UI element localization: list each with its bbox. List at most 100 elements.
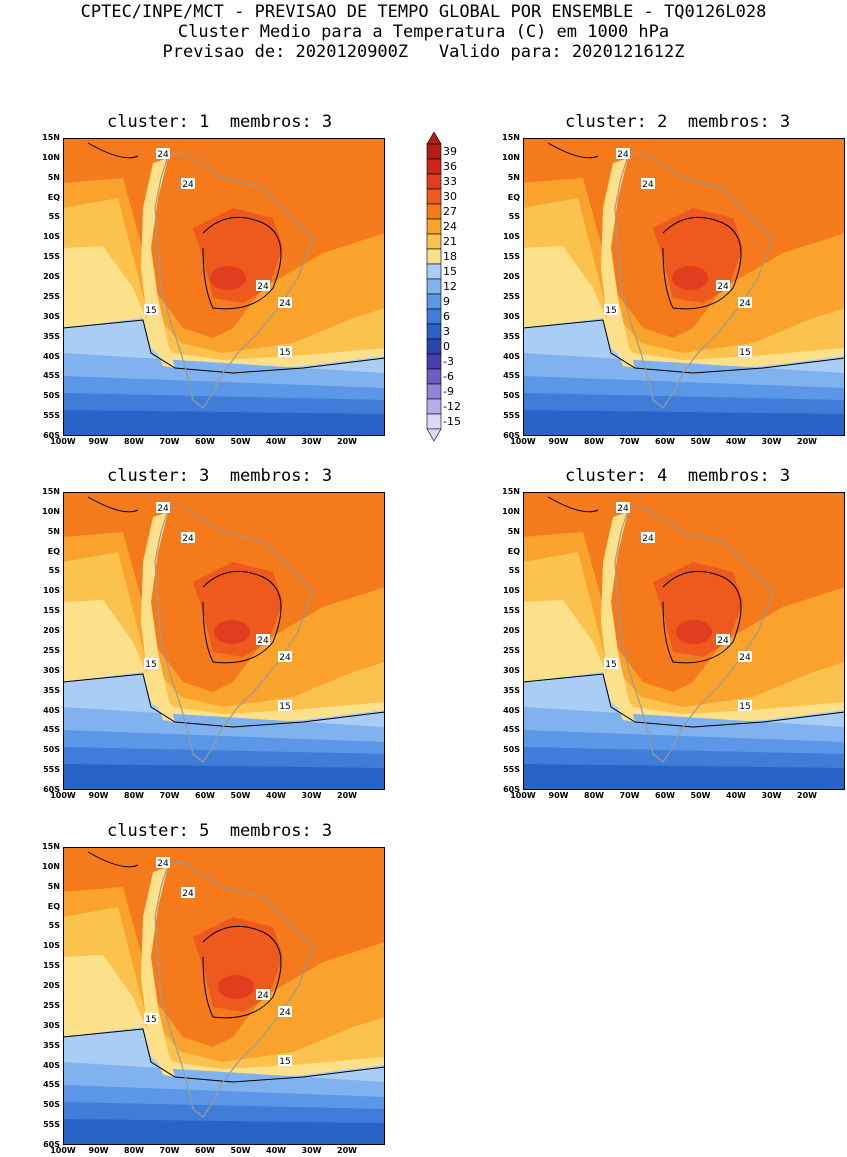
contour-label: 24: [642, 180, 654, 190]
contour-15: [63, 1028, 385, 1083]
lat-tick-label: 15S: [503, 606, 520, 616]
lat-tick-label: 10S: [43, 941, 60, 951]
colorbar-swatch: [426, 203, 442, 220]
lon-tick-label: 80W: [124, 437, 144, 446]
colorbar-swatch: [426, 353, 442, 370]
map-frame: [63, 492, 385, 790]
lat-tick-label: EQ: [47, 901, 60, 911]
colorbar-bottom-arrow: [426, 428, 442, 442]
lat-tick-label: 25S: [43, 645, 60, 655]
contour-label: 24: [279, 299, 291, 309]
lon-tick-label: 100W: [50, 1146, 76, 1155]
map-cluster-5: 24 24 24 24 15 15: [63, 847, 385, 1145]
south-america-coastline: [614, 506, 774, 763]
lat-tick-label: EQ: [507, 192, 520, 202]
lat-tick-label: 10N: [42, 152, 60, 162]
lon-tick-label: 100W: [510, 791, 536, 800]
south-america-coastline: [614, 152, 774, 409]
lon-tick-label: 60W: [195, 1146, 215, 1155]
contour-label: 15: [279, 348, 290, 358]
contour-label-box: [256, 280, 270, 291]
colorbar-tick-label: -15: [443, 414, 461, 428]
lat-tick-label: 45S: [503, 725, 520, 735]
lat-tick-label: 5N: [47, 526, 60, 536]
colorbar-swatch: [426, 143, 442, 160]
lat-tick-label: 15S: [503, 252, 520, 262]
lon-tick-label: 90W: [548, 437, 569, 446]
lon-tick-label: 100W: [50, 437, 76, 446]
lat-tick-label: 30S: [503, 665, 520, 675]
contour-label-box: [144, 658, 158, 669]
contour-label-box: [181, 178, 195, 189]
colorbar-swatch: [426, 233, 442, 250]
contour-label-box: [738, 297, 752, 308]
contour-label: 24: [642, 534, 654, 544]
contour-15: [63, 673, 385, 728]
lat-tick-label: 5S: [48, 921, 60, 931]
colorbar-top-arrow: [426, 132, 442, 145]
contour-24: [547, 142, 742, 310]
lat-tick-label: 15N: [502, 487, 520, 496]
contour-label: 24: [182, 534, 194, 544]
lat-tick-label: 35S: [43, 685, 60, 695]
contour-label-box: [278, 700, 292, 711]
colorbar-tick-label: -12: [443, 399, 461, 413]
contour-label: 24: [739, 299, 751, 309]
lat-tick-label: 60S: [503, 785, 520, 794]
contour-label-box: [641, 532, 655, 543]
lon-tick-label: 80W: [584, 437, 604, 446]
colorbar-tick-label: 36: [443, 159, 457, 173]
colorbar-tick-label: 30: [443, 189, 457, 203]
lon-tick-label: 40W: [266, 437, 286, 446]
contour-label-box: [156, 148, 170, 159]
temp-band-33: [210, 266, 246, 290]
contour-label-box: [604, 658, 618, 669]
lat-tick-label: 55S: [503, 765, 520, 775]
lat-tick-label: 55S: [43, 765, 60, 775]
lat-tick-label: 20S: [43, 626, 60, 636]
contour-label-box: [716, 634, 730, 645]
contour-24: [87, 142, 282, 310]
colorbar-swatch: [426, 413, 442, 430]
colorbar-tick-label: 21: [443, 234, 457, 248]
contour-label: 24: [157, 504, 169, 514]
lon-tick-label: 40W: [726, 791, 746, 800]
lat-tick-label: 35S: [503, 331, 520, 341]
colorbar-tick-label: 39: [443, 144, 457, 158]
lat-tick-label: 15N: [42, 487, 60, 496]
lat-tick-label: 5S: [508, 566, 520, 576]
title-line-1: CPTEC/INPE/MCT - PREVISAO DE TEMPO GLOBA…: [80, 2, 767, 22]
colorbar-tick-label: 18: [443, 249, 457, 263]
panel-title-cluster-1: cluster: 1 membros: 3: [107, 112, 333, 132]
lat-tick-label: 5N: [507, 526, 520, 536]
lon-tick-label: 40W: [266, 791, 286, 800]
contour-label-box: [181, 887, 195, 898]
andes-cool-strip: [141, 867, 175, 1077]
lon-tick-label: 20W: [797, 791, 817, 800]
lat-tick-label: 10N: [42, 506, 60, 516]
contour-label-box: [738, 346, 752, 357]
lat-tick-label: 15N: [502, 133, 520, 142]
temp-band-30: [193, 917, 283, 1012]
lat-tick-label: EQ: [47, 546, 60, 556]
colorbar-swatch: [426, 248, 442, 265]
colorbar-swatch: [426, 368, 442, 385]
colorbar-tick-label: -6: [443, 369, 454, 383]
lat-tick-label: 40S: [503, 351, 520, 361]
south-america-coastline: [154, 152, 314, 409]
temp-band-3: [63, 410, 385, 436]
lat-tick-label: EQ: [47, 192, 60, 202]
colorbar-swatch: [426, 338, 442, 355]
temp-band-33: [218, 975, 254, 999]
map-frame: [523, 138, 845, 436]
contour-label-box: [156, 502, 170, 513]
colorbar-swatch: [426, 218, 442, 235]
andes-cool-strip: [601, 512, 635, 722]
contour-label-box: [278, 651, 292, 662]
temp-band-33: [214, 620, 250, 644]
lat-tick-label: 10N: [42, 861, 60, 871]
lat-tick-label: 40S: [43, 1060, 60, 1070]
contour-label: 15: [739, 702, 750, 712]
lon-tick-label: 80W: [124, 791, 144, 800]
lon-tick-label: 70W: [619, 791, 640, 800]
